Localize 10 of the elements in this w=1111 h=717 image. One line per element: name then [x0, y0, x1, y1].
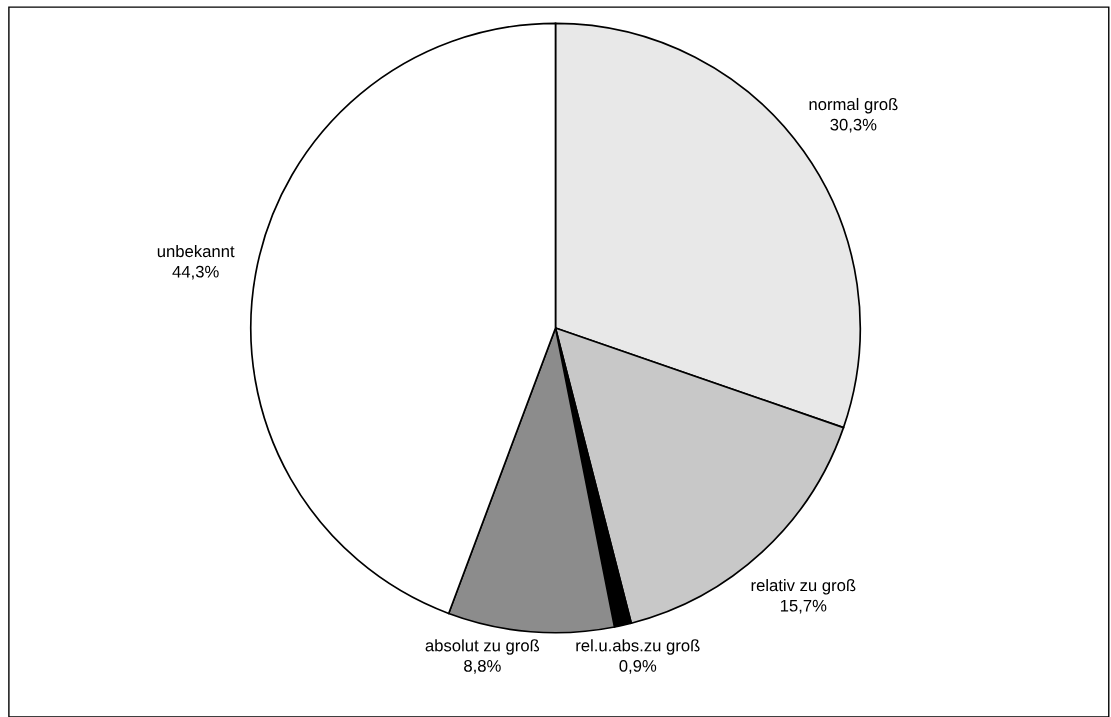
slice-label: normal groß: [809, 97, 898, 114]
slice-label: absolut zu groß: [425, 639, 540, 655]
data-label: 30,3%: [830, 118, 877, 133]
slice-label: relativ zu groß: [751, 578, 856, 595]
data-label: 0,9%: [619, 659, 657, 674]
slice-label: rel.u.abs.zu groß: [576, 639, 700, 655]
data-label: 15,7%: [780, 599, 827, 614]
slice-label: unbekannt: [157, 244, 235, 258]
data-label: 44,3%: [172, 265, 219, 280]
data-label: 8,8%: [464, 659, 501, 674]
